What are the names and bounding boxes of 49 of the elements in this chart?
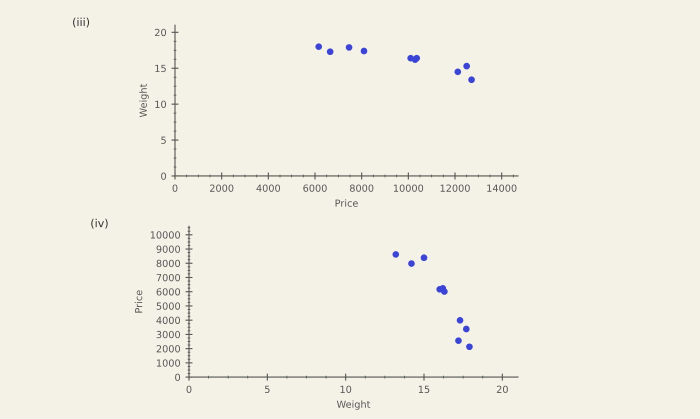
text: (iv) — [91, 218, 108, 229]
x-tick-label: 10 — [340, 386, 352, 393]
y-tick-label: 0 — [161, 172, 166, 180]
y-axis-title: Price — [134, 290, 142, 313]
y-tick-label: 5000 — [156, 302, 180, 310]
x-tick-label: 2000 — [210, 184, 234, 192]
x-tick-label: 6000 — [303, 184, 327, 192]
point — [466, 343, 473, 350]
y-tick-label: 4000 — [156, 316, 180, 324]
y-tick-label: 6000 — [156, 288, 180, 296]
y-tick-label: 9000 — [156, 246, 180, 253]
y-tick-label: 8000 — [156, 260, 180, 268]
point — [468, 76, 475, 84]
y-tick-label: 10000 — [150, 231, 180, 239]
point — [462, 326, 470, 332]
point — [326, 48, 334, 56]
x-tick-label: 4000 — [256, 184, 280, 192]
point — [420, 254, 428, 262]
text: (iii) — [73, 18, 90, 28]
point — [455, 337, 462, 344]
point — [360, 48, 368, 54]
y-tick-label: 1000 — [156, 359, 180, 367]
x-axis-title: Price — [336, 199, 358, 207]
x-tick-label: 10000 — [394, 184, 424, 192]
point — [408, 260, 415, 267]
y-tick-label: 2000 — [156, 345, 180, 352]
x-tick-label: 8000 — [350, 184, 374, 192]
x-tick-label: 14000 — [487, 184, 516, 192]
x-axis-title: Weight — [336, 400, 370, 410]
x-tick-label: 0 — [186, 386, 192, 393]
point — [315, 43, 322, 50]
y-axis-title: Weight — [139, 84, 149, 118]
point — [441, 288, 448, 295]
x-tick-label: 20 — [496, 386, 508, 393]
y-tick-label: 0 — [175, 374, 180, 381]
y-tick-label: 15 — [155, 64, 166, 72]
x-tick-label: 15 — [418, 386, 430, 393]
y-tick-label: 7000 — [156, 274, 180, 282]
y-tick-label: 20 — [155, 28, 166, 36]
x-tick-label: 12000 — [440, 184, 470, 192]
y-tick-label: 5 — [161, 136, 166, 144]
y-tick-label: 3000 — [156, 330, 180, 338]
point — [346, 44, 352, 51]
point — [454, 68, 462, 76]
point — [456, 316, 464, 324]
x-tick-label: 5 — [264, 386, 270, 393]
y-tick-label: 10 — [155, 100, 166, 108]
point — [463, 62, 470, 70]
point — [392, 251, 400, 258]
